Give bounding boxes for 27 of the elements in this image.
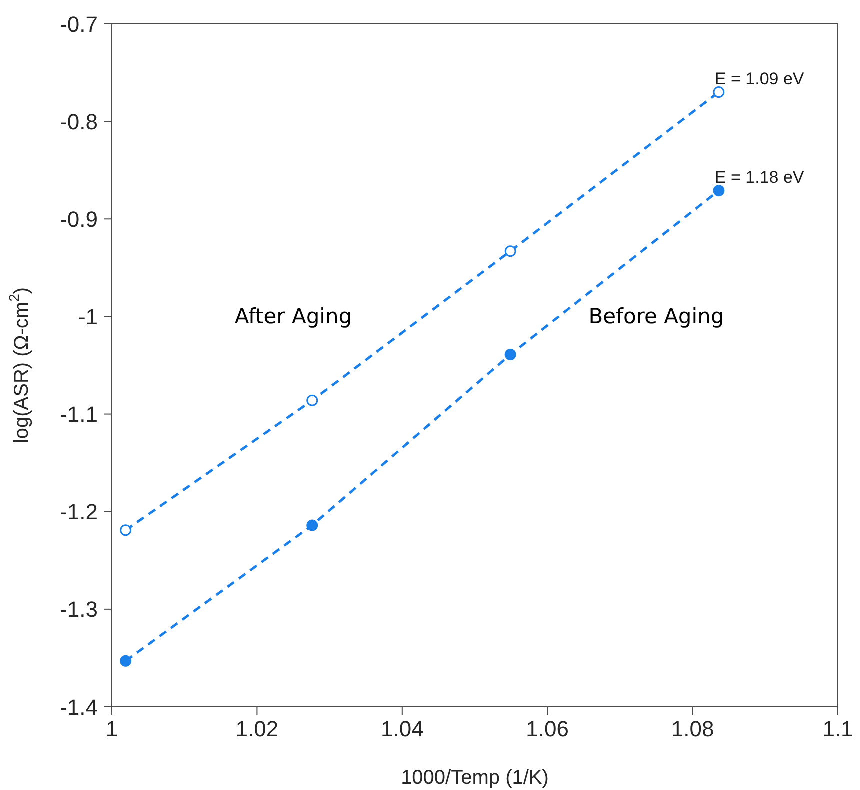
y-tick-label: -0.7 bbox=[60, 12, 98, 37]
x-tick-label: 1.04 bbox=[380, 716, 424, 742]
point bbox=[713, 86, 725, 98]
point bbox=[120, 655, 132, 667]
point bbox=[306, 520, 318, 532]
y-tick-label: -1 bbox=[78, 304, 98, 330]
y-tick-label: -1.2 bbox=[60, 500, 98, 525]
point bbox=[306, 394, 318, 406]
point bbox=[504, 246, 516, 258]
x-tick-label: 1.06 bbox=[526, 716, 570, 742]
annotation: Before Aging bbox=[588, 304, 724, 329]
y-tick-label: -0.8 bbox=[60, 109, 98, 134]
x-axis-title: 1000/Temp (1/K) bbox=[401, 767, 549, 789]
annotation: E = 1.09 eV bbox=[714, 69, 805, 88]
x-tick-label: 1 bbox=[106, 716, 118, 742]
y-tick-label: -1.1 bbox=[60, 402, 98, 428]
x-tick-label: 1.1 bbox=[822, 716, 854, 742]
point bbox=[120, 524, 132, 536]
annotation: E = 1.18 eV bbox=[714, 168, 805, 187]
annotation: After Aging bbox=[234, 304, 352, 329]
x-tick-label: 1.02 bbox=[236, 716, 279, 742]
point bbox=[713, 185, 725, 197]
y-tick-label: -0.9 bbox=[60, 206, 98, 232]
y-tick-label: -1.3 bbox=[60, 597, 98, 622]
x-tick-label: 1.08 bbox=[671, 716, 714, 742]
point bbox=[504, 349, 516, 361]
y-tick-label: -1.4 bbox=[60, 694, 98, 720]
